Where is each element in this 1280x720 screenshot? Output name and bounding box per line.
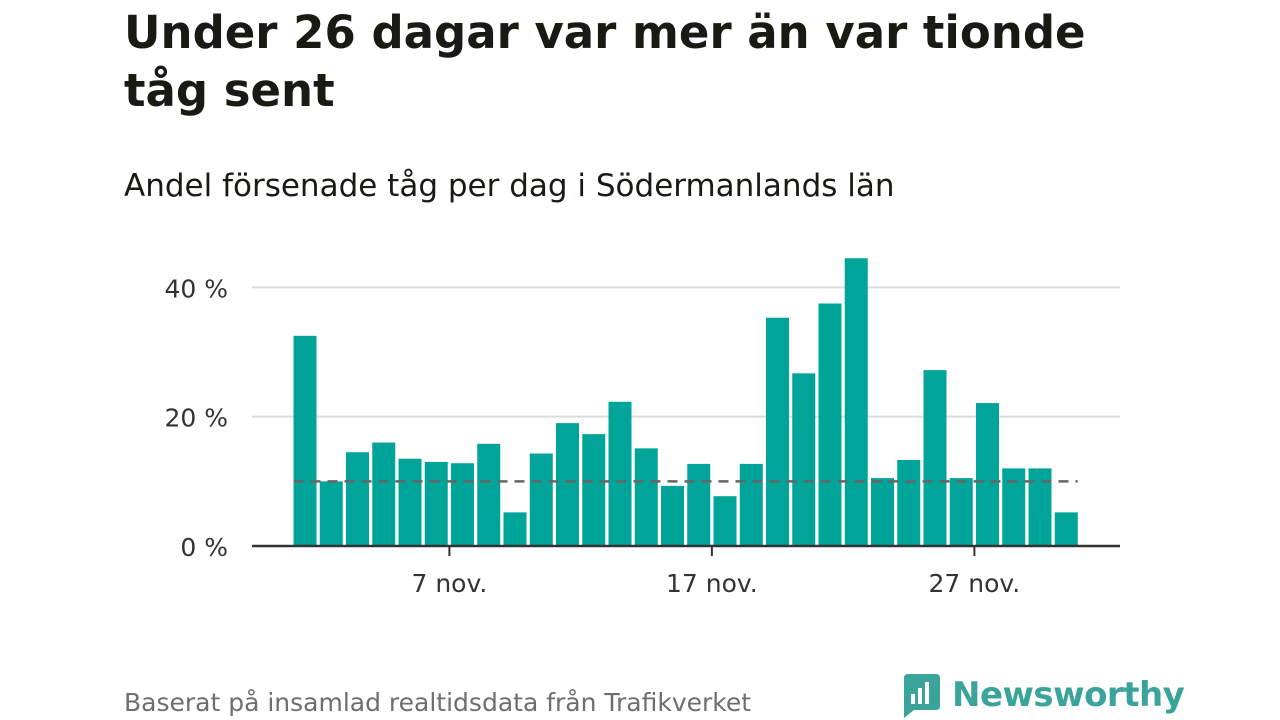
x-tick-label: 27 nov. (929, 569, 1021, 598)
bar (739, 463, 763, 546)
bar (608, 401, 632, 546)
bar (1028, 468, 1052, 546)
bar (687, 463, 711, 546)
bar (582, 434, 606, 546)
chart-subtitle: Andel försenade tåg per dag i Södermanla… (124, 168, 895, 204)
bar (818, 303, 842, 546)
y-tick-label: 20 % (164, 404, 228, 433)
bar (424, 461, 448, 546)
newsworthy-logo: Newsworthy (900, 670, 1185, 720)
bar (529, 453, 553, 546)
chart-title: Under 26 dagar var mer än var tionde tåg… (124, 6, 1086, 117)
source-note: Baserat på insamlad realtidsdata från Tr… (124, 688, 752, 717)
bar-chart-speech-bubble-icon (904, 674, 940, 718)
bar (661, 485, 684, 546)
bar (871, 478, 894, 546)
bar (477, 443, 501, 546)
bar (319, 481, 343, 546)
bar (293, 335, 317, 546)
bar (398, 458, 422, 546)
bar (792, 373, 816, 546)
bar (976, 403, 999, 546)
bar (897, 459, 921, 546)
bar (503, 512, 527, 546)
x-tick-label: 7 nov. (411, 569, 487, 598)
bar (766, 317, 789, 546)
y-tick-label: 0 % (180, 533, 228, 562)
bar (372, 442, 396, 546)
bar (923, 370, 947, 546)
bar (451, 463, 474, 546)
bar (713, 496, 737, 546)
bar (1002, 468, 1026, 546)
y-tick-label: 40 % (164, 274, 228, 303)
bar (949, 478, 973, 546)
bar (346, 452, 369, 546)
bar (556, 423, 579, 546)
logo-text: Newsworthy (952, 675, 1185, 715)
bar (634, 448, 658, 546)
bar (1054, 512, 1078, 546)
bar (844, 258, 868, 546)
x-tick-label: 17 nov. (666, 569, 758, 598)
